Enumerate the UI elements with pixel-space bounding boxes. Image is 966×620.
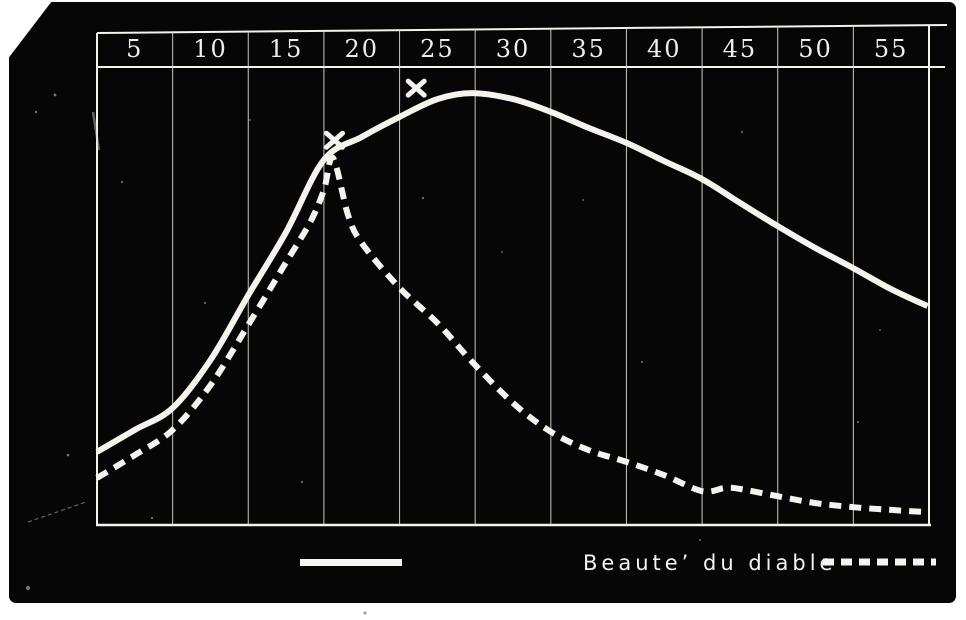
scratch-mark [91, 111, 101, 151]
x-marker [323, 130, 345, 150]
noise-speck [857, 421, 859, 423]
x-axis-label: 5 [126, 35, 143, 63]
noise-speck [25, 585, 31, 591]
noise-speck [641, 361, 643, 363]
x-axis-label: 30 [496, 35, 531, 63]
noise-speck [421, 196, 425, 200]
x-axis-label: 35 [571, 35, 606, 63]
noise-speck [66, 453, 70, 457]
x-axis-label: 40 [647, 35, 682, 63]
noise-speck [300, 480, 304, 484]
noise-speck [120, 180, 124, 184]
x-marker [405, 78, 427, 98]
noise-speck [53, 93, 57, 97]
noise-speck [249, 119, 251, 121]
legend-solid-swatch [300, 559, 402, 566]
noise-speck [741, 131, 743, 133]
noise-speck [501, 251, 503, 253]
noise-speck [150, 516, 154, 520]
x-axis-label: 50 [798, 35, 833, 63]
x-axis-label: 45 [723, 35, 758, 63]
x-axis-label: 15 [269, 35, 304, 63]
legend-dashed-label: Beaute’ du diable [583, 551, 836, 575]
noise-speck [699, 539, 701, 541]
noise-speck [34, 110, 38, 114]
scratch-mark [27, 501, 87, 523]
x-axis-label: 20 [344, 35, 379, 63]
header-line-top [96, 24, 948, 34]
x-axis-label: 55 [874, 35, 909, 63]
plate-corner-cut [7, 1, 52, 60]
noise-speck [879, 329, 881, 331]
noise-speck [363, 611, 367, 615]
chart-plate [9, 2, 956, 603]
noise-speck [582, 199, 584, 201]
curve-solid [95, 90, 929, 455]
x-axis-label: 10 [193, 35, 228, 63]
x-axis-label: 25 [420, 35, 455, 63]
curve-dashed [95, 154, 928, 516]
noise-speck [204, 302, 206, 304]
